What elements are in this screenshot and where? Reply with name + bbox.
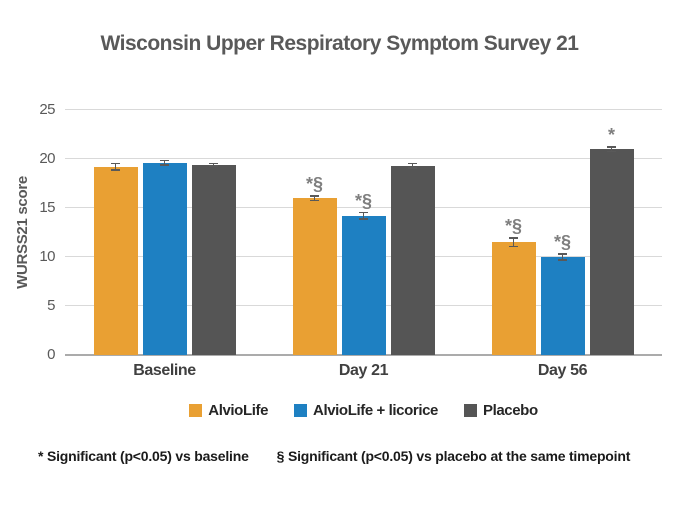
y-tick-label: 5: [47, 297, 55, 314]
bar-group: *§ *§: [264, 110, 463, 355]
y-tick-label: 15: [39, 199, 55, 216]
bar: [390, 162, 435, 355]
legend-item: AlvioLife + licorice: [294, 402, 438, 419]
plot-area: *§ *§ *§ *§ *: [65, 109, 662, 356]
y-tick-label: 25: [39, 101, 55, 118]
error-bar: [111, 162, 120, 171]
y-tick-label: 0: [47, 346, 55, 363]
bar: *: [589, 126, 634, 355]
x-axis-line: [65, 354, 662, 356]
legend-swatch: [463, 403, 477, 417]
y-tick-label: 20: [39, 150, 55, 167]
significance-marker: *§: [504, 216, 523, 237]
error-bar: [160, 159, 169, 166]
legend-swatch: [189, 403, 203, 417]
bar: *§: [540, 233, 585, 355]
legend-label: AlvioLife: [208, 401, 269, 419]
bar: *§: [292, 175, 337, 355]
legend-label: AlvioLife + licorice: [313, 401, 438, 419]
error-bar: [509, 237, 518, 248]
footnote-baseline: * Significant (p<0.05) vs baseline: [38, 448, 249, 464]
bar: *§: [491, 217, 536, 355]
significance-marker: *§: [354, 190, 373, 211]
bar: [142, 159, 187, 355]
footnote-placebo: § Significant (p<0.05) vs placebo at the…: [276, 448, 631, 464]
x-category-label: Day 56: [537, 362, 588, 379]
gridline: [65, 109, 662, 110]
chart-title: Wisconsin Upper Respiratory Symptom Surv…: [100, 32, 579, 55]
legend-item: AlvioLife: [189, 402, 268, 419]
x-category-label: Baseline: [133, 362, 196, 379]
bar: [93, 162, 138, 355]
legend: AlvioLife AlvioLife + licorice Placebo: [65, 399, 662, 421]
error-bar: [310, 195, 319, 202]
y-axis-title-wrap: WURSS21 score: [0, 110, 44, 355]
significance-marker: *: [607, 125, 616, 146]
error-bar: [209, 162, 218, 167]
bar: *§: [341, 192, 386, 355]
legend-swatch: [294, 403, 308, 417]
gridline: [65, 158, 662, 159]
error-bar: [607, 146, 616, 153]
legend-label: Placebo: [482, 401, 538, 419]
bar: [191, 162, 236, 355]
significance-marker: *§: [553, 232, 572, 253]
significance-marker: *§: [305, 174, 324, 195]
y-tick-label: 10: [39, 248, 55, 265]
y-axis-title: WURSS21 score: [13, 176, 31, 289]
footnotes: * Significant (p<0.05) vs baseline § Sig…: [38, 448, 668, 464]
error-bar: [558, 253, 567, 261]
error-bar: [359, 211, 368, 220]
bar-group: *§ *§ *: [463, 110, 662, 355]
error-bar: [408, 162, 417, 169]
bar-group: [65, 110, 264, 355]
x-category-label: Day 21: [338, 362, 389, 379]
legend-item: Placebo: [463, 401, 538, 419]
gridline: [65, 207, 662, 208]
